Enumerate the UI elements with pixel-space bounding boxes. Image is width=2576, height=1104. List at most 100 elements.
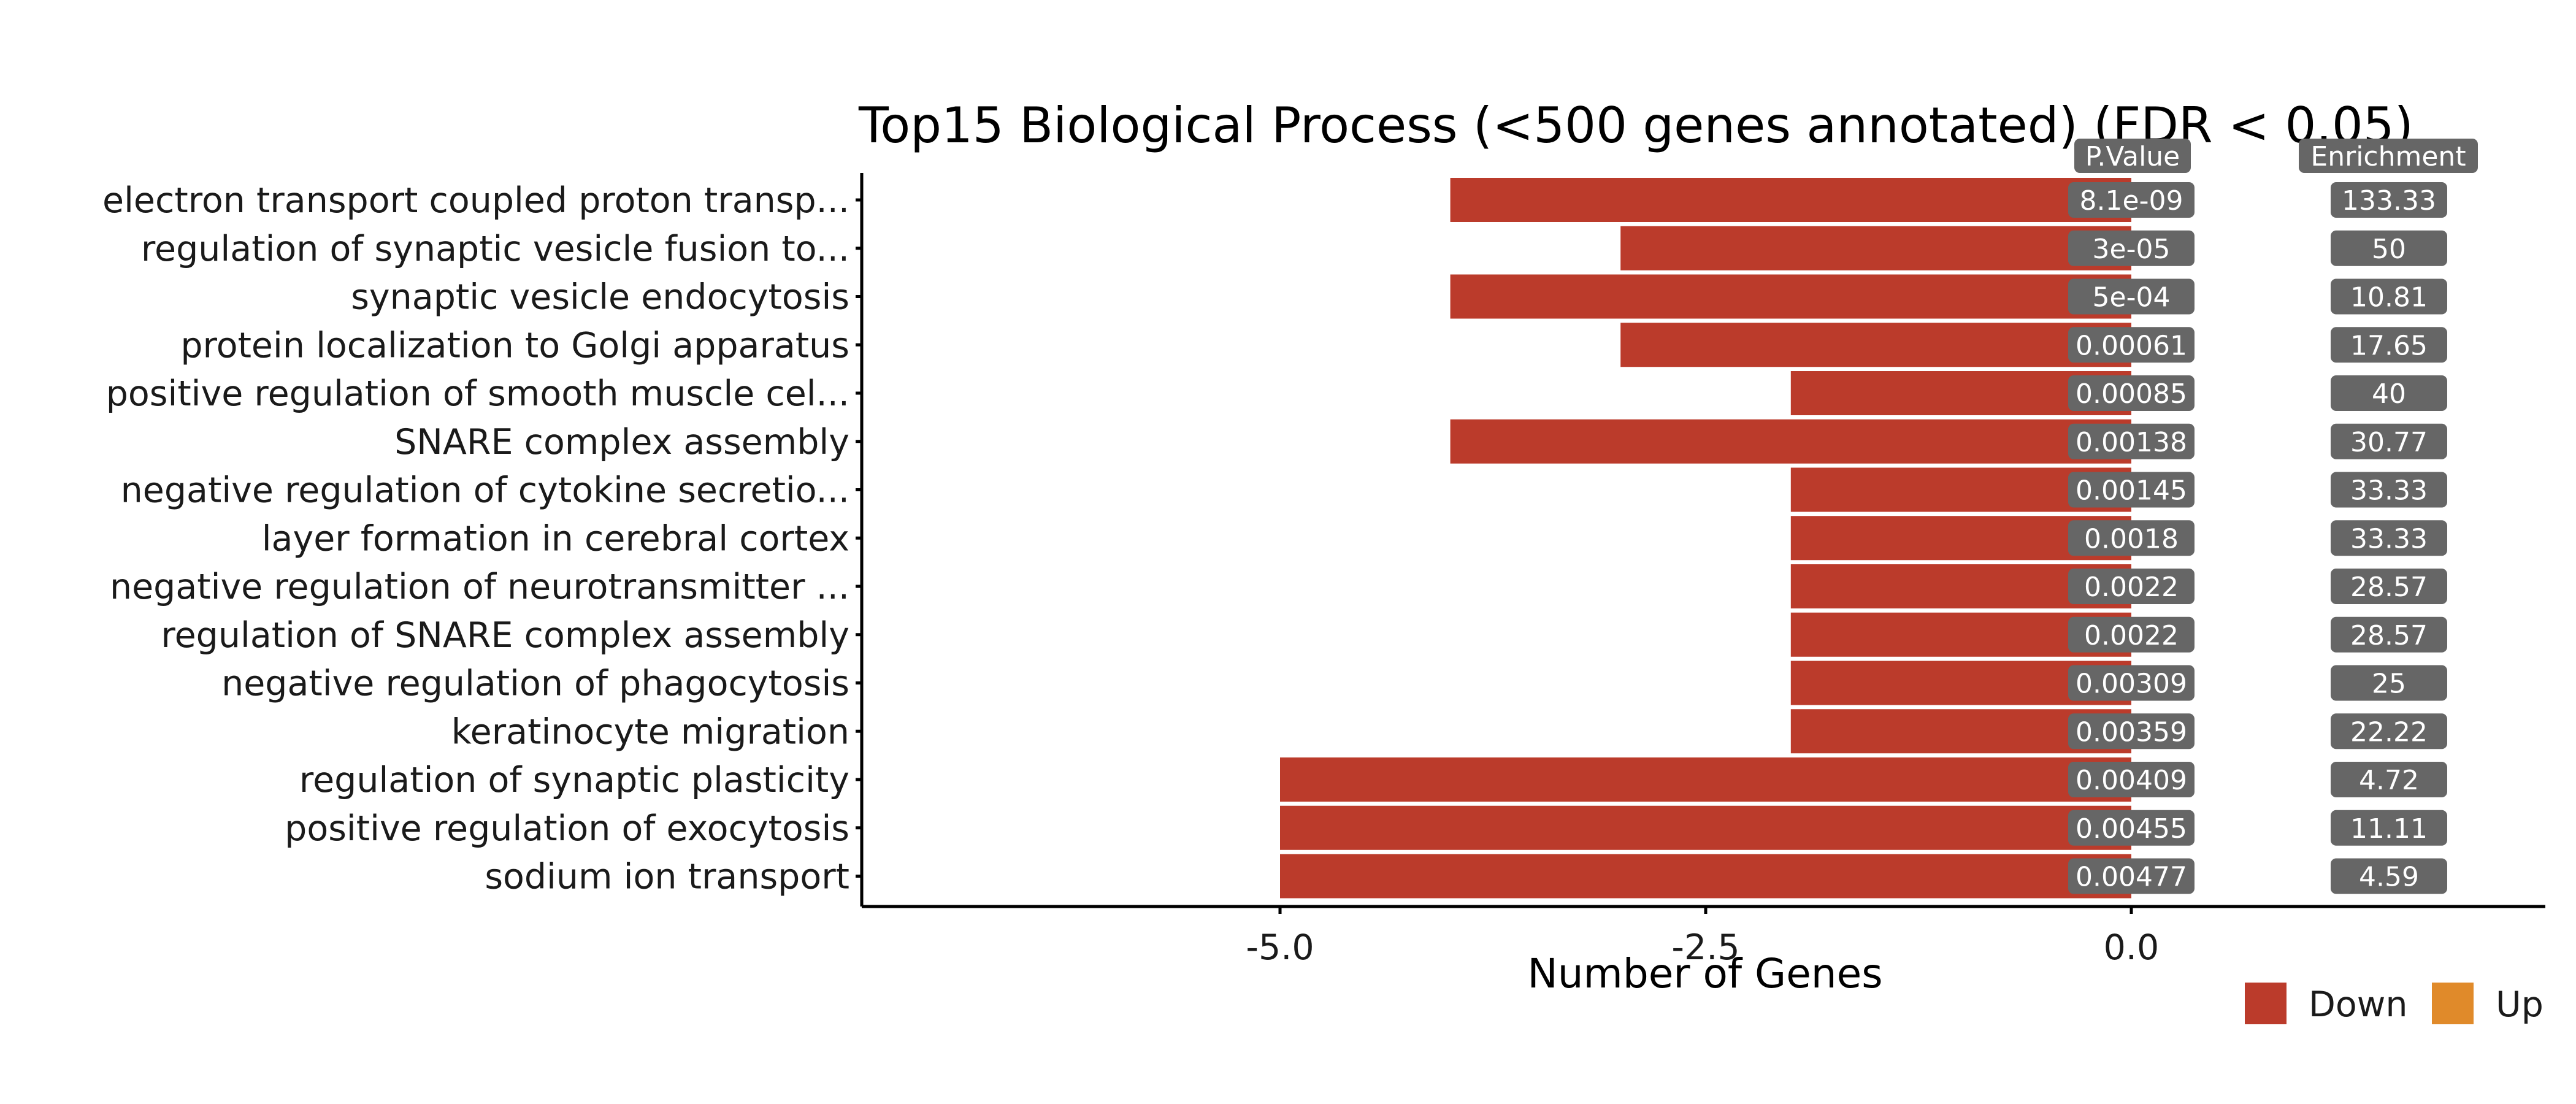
category-label: protein localization to Golgi apparatus	[180, 325, 849, 366]
category-label: electron transport coupled proton transp…	[102, 180, 849, 221]
pvalue-box	[2068, 230, 2195, 266]
enrichment-label: 25	[2372, 669, 2406, 700]
pvalue-box	[2068, 713, 2195, 749]
category-label: negative regulation of phagocytosis	[221, 664, 849, 704]
legend: Down Up	[2245, 983, 2543, 1025]
axes: -5.0 -2.5 0.0	[856, 173, 2545, 968]
pvalue-label: 0.00455	[2076, 813, 2187, 845]
enrichment-labels: 133.33 50 10.81 17.65 40 30.77 33.33 33.33 28.57…	[2299, 139, 2478, 894]
enrichment-label: 33.33	[2350, 475, 2428, 507]
enrichment-label: 50	[2372, 234, 2406, 265]
pvalue-label: 0.00309	[2076, 669, 2187, 700]
pvalue-labels: 8.1e-09 3e-05 5e-04 0.00061 0.00085 0.00138 0.…	[2068, 139, 2195, 894]
pvalue-label: 0.00359	[2076, 716, 2187, 748]
x-tick-label: -5.0	[1246, 927, 1314, 968]
pvalue-label: 8.1e-09	[2080, 185, 2183, 217]
pvalue-label: 3e-05	[2093, 234, 2171, 265]
enrichment-label: 10.81	[2350, 282, 2428, 313]
enrichment-box	[2331, 182, 2447, 218]
enrichment-box	[2331, 472, 2447, 508]
category-label: positive regulation of exocytosis	[285, 808, 849, 849]
enrichment-box	[2331, 327, 2447, 363]
x-tick-label: -2.5	[1671, 927, 1739, 968]
pvalue-box	[2068, 327, 2195, 363]
category-label: regulation of synaptic plasticity	[299, 760, 849, 800]
enrichment-box	[2331, 713, 2447, 749]
category-label: layer formation in cerebral cortex	[262, 518, 849, 559]
pvalue-box	[2068, 569, 2195, 604]
category-label: positive regulation of smooth muscle cel…	[106, 374, 849, 414]
enrichment-label: 33.33	[2350, 523, 2428, 554]
enrichment-box	[2331, 569, 2447, 604]
enrichment-box	[2331, 762, 2447, 797]
pvalue-box	[2068, 423, 2195, 459]
pvalue-label: 0.00061	[2076, 330, 2187, 361]
enrichment-box	[2331, 278, 2447, 315]
pvalue-label: 5e-04	[2093, 282, 2171, 313]
enrichment-label: 17.65	[2350, 330, 2428, 361]
bar	[1280, 854, 2131, 899]
enrichment-header-box	[2299, 139, 2478, 173]
bar	[1620, 323, 2131, 367]
bar	[1280, 805, 2131, 850]
bar	[1450, 419, 2131, 464]
enrichment-label: 133.33	[2342, 185, 2436, 217]
category-label: negative regulation of cytokine secretio…	[121, 470, 849, 511]
pvalue-box	[2068, 858, 2195, 894]
pvalue-header-box	[2074, 139, 2191, 173]
enrichment-label: 22.22	[2350, 716, 2428, 748]
enrichment-box	[2331, 423, 2447, 459]
legend-label: Up	[2496, 984, 2543, 1025]
enrichment-box	[2331, 230, 2447, 266]
pvalue-box	[2068, 375, 2195, 411]
pvalue-label: 0.00145	[2076, 475, 2187, 507]
pvalue-box	[2068, 472, 2195, 508]
bar	[1450, 178, 2131, 222]
category-labels: electron transport coupled proton transp…	[102, 180, 849, 897]
enrichment-box	[2331, 665, 2447, 701]
x-axis-label: Number of Genes	[1527, 950, 1882, 997]
pvalue-header: P.Value	[2085, 141, 2180, 172]
pvalue-box	[2068, 182, 2195, 218]
pvalue-box	[2068, 278, 2195, 315]
pvalue-box	[2068, 810, 2195, 846]
pvalue-box	[2068, 665, 2195, 701]
pvalue-label: 0.0022	[2084, 572, 2179, 603]
enrichment-label: 28.57	[2350, 572, 2428, 603]
pvalue-label: 0.00085	[2076, 378, 2187, 410]
bar	[1280, 757, 2131, 802]
enrichment-box	[2331, 858, 2447, 894]
category-label: negative regulation of neurotransmitter …	[110, 567, 849, 607]
pvalue-label: 0.0018	[2084, 523, 2179, 554]
legend-label: Down	[2309, 984, 2408, 1025]
category-label: regulation of SNARE complex assembly	[161, 615, 849, 656]
enrichment-label: 28.57	[2350, 620, 2428, 651]
pvalue-label: 0.00409	[2076, 765, 2187, 796]
bars-group	[1280, 178, 2131, 899]
category-label: keratinocyte migration	[451, 711, 849, 752]
enrichment-box	[2331, 810, 2447, 846]
enrichment-label: 40	[2372, 378, 2406, 410]
bar	[1620, 226, 2131, 270]
enrichment-label: 11.11	[2350, 813, 2428, 845]
enrichment-box	[2331, 520, 2447, 556]
bar	[1450, 274, 2131, 319]
pvalue-box	[2068, 520, 2195, 556]
pvalue-box	[2068, 762, 2195, 797]
enrichment-label: 4.72	[2359, 765, 2419, 796]
pvalue-box	[2068, 616, 2195, 653]
enrichment-box	[2331, 616, 2447, 653]
legend-swatch	[2432, 983, 2474, 1024]
legend-swatch	[2245, 983, 2287, 1024]
x-tick-label: 0.0	[2104, 927, 2160, 968]
enrichment-header: Enrichment	[2310, 141, 2466, 172]
enrichment-label: 30.77	[2350, 427, 2428, 458]
enrichment-label: 4.59	[2359, 862, 2419, 893]
pvalue-label: 0.00477	[2076, 862, 2187, 893]
category-label: regulation of synaptic vesicle fusion to…	[141, 229, 849, 269]
enrichment-box	[2331, 375, 2447, 411]
category-label: sodium ion transport	[485, 857, 849, 897]
pvalue-label: 0.00138	[2076, 427, 2187, 458]
category-label: synaptic vesicle endocytosis	[351, 277, 849, 318]
